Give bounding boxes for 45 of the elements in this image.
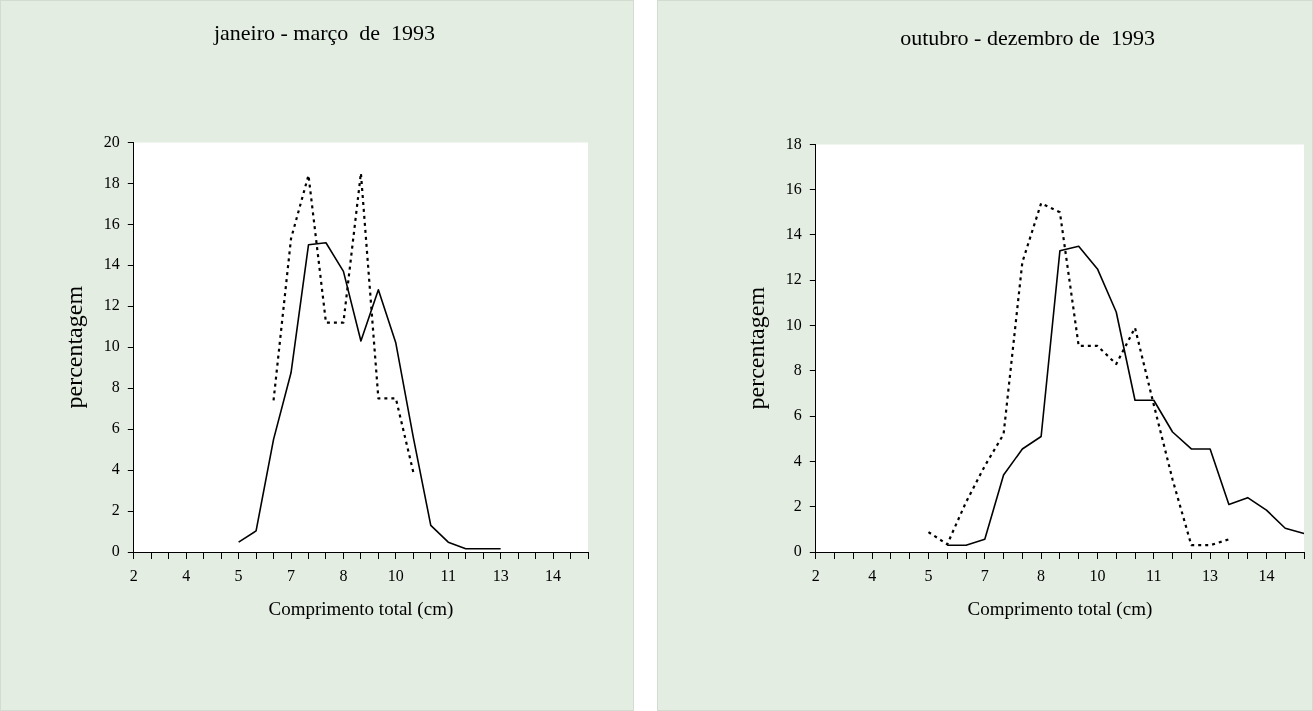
y-tick-label: 16 <box>103 214 120 232</box>
y-tick-label: 8 <box>111 378 120 396</box>
y-axis-title: percentagem <box>742 286 769 410</box>
y-tick-label: 0 <box>793 542 802 560</box>
y-tick-label: 18 <box>785 134 802 152</box>
y-axis-title: percentagem <box>60 285 87 409</box>
x-tick-label: 14 <box>545 566 562 584</box>
x-tick-label: 2 <box>811 566 820 584</box>
x-tick-label: 5 <box>924 566 933 584</box>
x-tick-label: 7 <box>980 566 989 584</box>
y-tick-label: 2 <box>793 496 802 514</box>
y-tick-label: 14 <box>103 255 120 273</box>
y-tick-label: 10 <box>785 315 802 333</box>
y-tick-label: 20 <box>103 132 120 150</box>
x-tick-label: 13 <box>1202 566 1219 584</box>
y-tick-label: 18 <box>103 173 120 191</box>
y-tick-label: 0 <box>111 542 120 560</box>
y-tick-label: 4 <box>793 451 802 469</box>
x-axis-title: Comprimento total (cm) <box>268 597 454 620</box>
y-tick-label: 12 <box>785 270 802 288</box>
x-tick-label: 10 <box>387 566 404 584</box>
x-tick-label: 10 <box>1089 566 1106 584</box>
y-tick-label: 2 <box>111 501 120 519</box>
x-tick-label: 14 <box>1258 566 1275 584</box>
y-tick-label: 6 <box>111 419 120 437</box>
chart-title: outubro - dezembro de 1993 <box>900 24 1155 50</box>
y-tick-label: 12 <box>103 296 120 314</box>
x-tick-label: 8 <box>1037 566 1046 584</box>
chart-title: janeiro - março de 1993 <box>212 19 436 45</box>
x-tick-label: 8 <box>339 566 348 584</box>
y-tick-label: 10 <box>103 337 120 355</box>
y-tick-label: 8 <box>793 361 802 379</box>
x-tick-label: 11 <box>440 566 456 584</box>
x-tick-label: 7 <box>287 566 296 584</box>
x-axis-title: Comprimento total (cm) <box>967 597 1153 620</box>
x-tick-label: 4 <box>868 566 877 584</box>
x-tick-label: 11 <box>1146 566 1162 584</box>
x-tick-label: 4 <box>182 566 191 584</box>
y-tick-label: 16 <box>785 179 802 197</box>
y-tick-label: 6 <box>793 406 802 424</box>
y-tick-label: 4 <box>111 460 120 478</box>
x-tick-label: 2 <box>129 566 138 584</box>
y-tick-label: 14 <box>785 225 802 243</box>
x-tick-label: 13 <box>492 566 509 584</box>
x-tick-label: 5 <box>234 566 243 584</box>
